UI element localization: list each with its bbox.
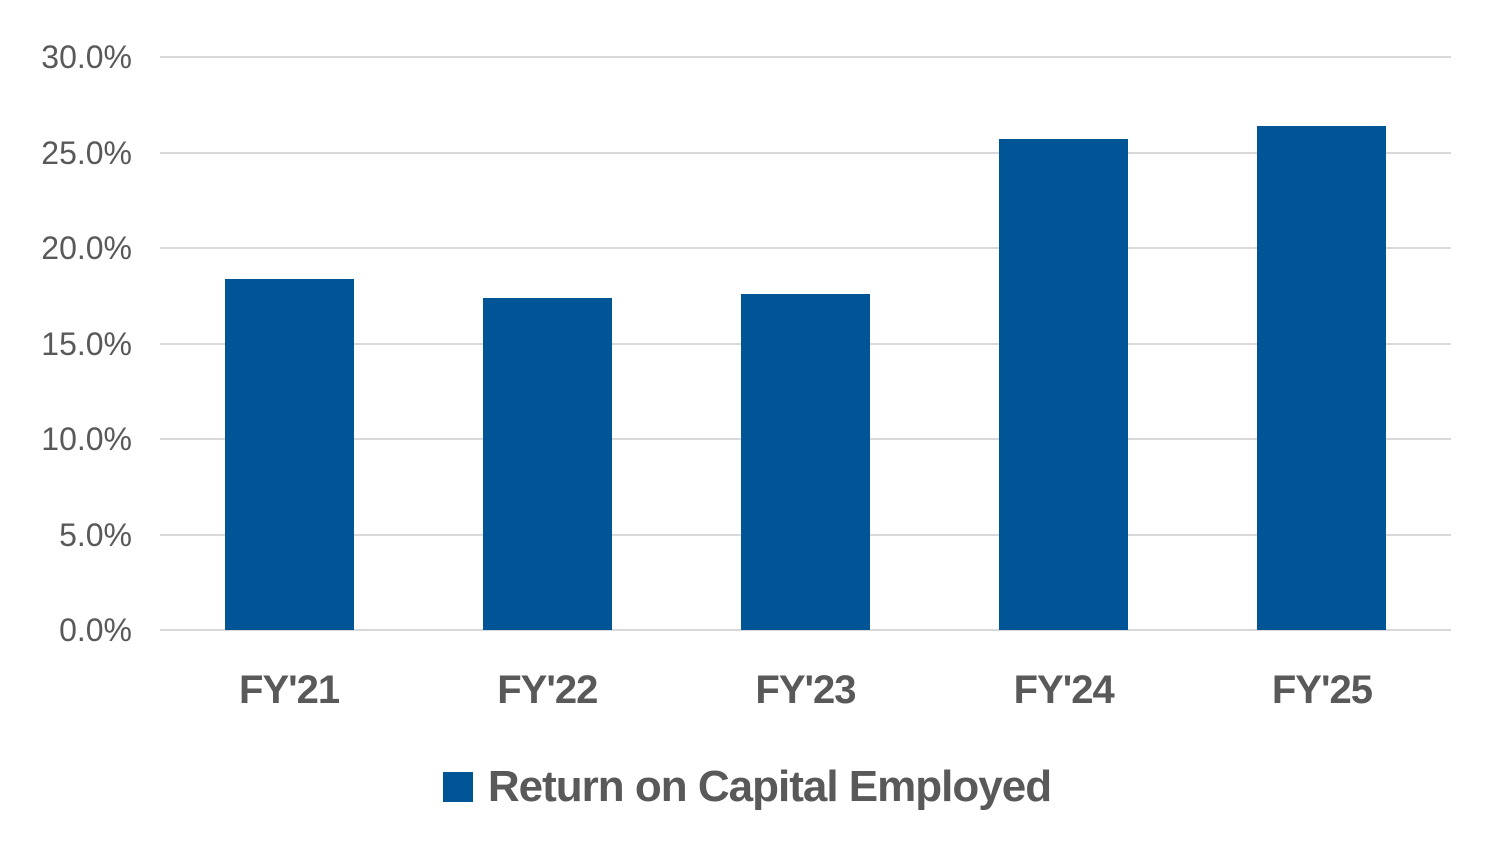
bar-fy23 <box>740 293 871 630</box>
y-tick-label: 20.0% <box>41 230 132 266</box>
bar-fy24 <box>999 139 1129 630</box>
gridline <box>160 151 1451 154</box>
legend-label: Return on Capital Employed <box>487 762 1052 811</box>
y-tick-label: 30.0% <box>41 39 132 75</box>
bar-fy22 <box>482 297 612 630</box>
x-category-label: FY'25 <box>1271 668 1373 712</box>
legend: Return on Capital Employed <box>0 756 1494 818</box>
y-tick-label: 10.0% <box>41 421 132 457</box>
gridline <box>160 247 1451 249</box>
y-tick-label: 15.0% <box>41 325 132 362</box>
bar-fy25 <box>1257 125 1387 630</box>
gridline <box>160 56 1451 58</box>
bar-fy21 <box>224 278 354 630</box>
legend-swatch-icon <box>442 772 473 802</box>
x-category-label: FY'24 <box>1013 668 1115 712</box>
y-tick-label: 25.0% <box>41 134 132 171</box>
x-category-label: FY'22 <box>497 668 598 712</box>
gridline <box>160 629 1451 631</box>
y-tick-label: 0.0% <box>59 612 132 648</box>
y-tick-label: 5.0% <box>59 516 132 553</box>
x-category-label: FY'21 <box>239 668 340 712</box>
plot-area <box>160 56 1451 631</box>
x-category-label: FY'23 <box>755 668 856 712</box>
